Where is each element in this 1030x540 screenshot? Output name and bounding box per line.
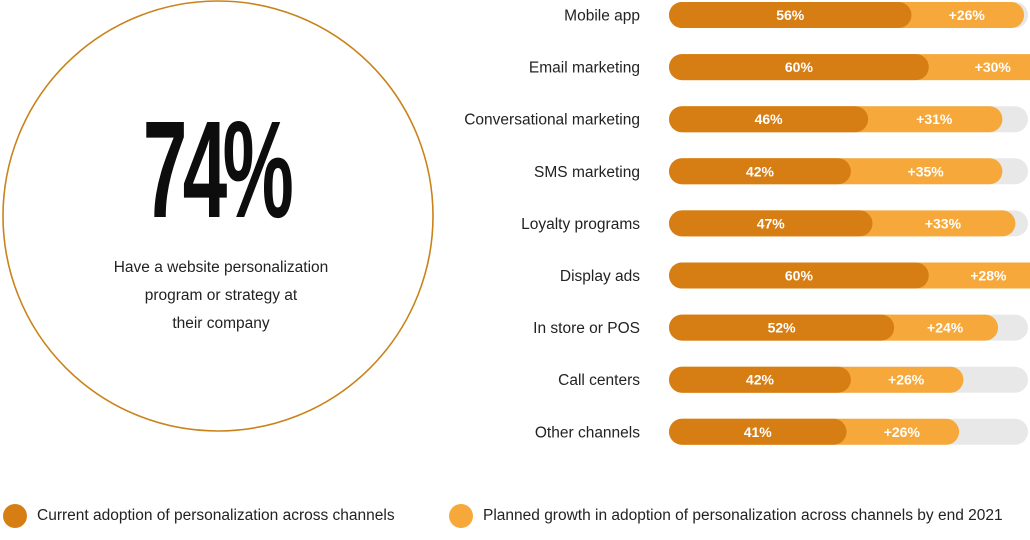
current-value-label: 52%	[768, 320, 797, 336]
channel-bar-chart: Mobile app 56% +26% Email marketing 60% +30% C…	[464, 2, 1030, 445]
planned-value-label: +24%	[927, 320, 964, 336]
bar-current	[669, 418, 847, 445]
category-label: Other channels	[535, 424, 640, 441]
legend-swatch-planned	[449, 504, 473, 528]
planned-value-label: +26%	[949, 7, 986, 23]
bar-current	[669, 158, 851, 185]
planned-value-label: +31%	[916, 111, 953, 127]
summary-caption-line: program or strategy at	[144, 287, 298, 304]
current-value-label: 47%	[757, 215, 786, 231]
bar-current	[669, 210, 873, 237]
category-label: Conversational marketing	[464, 112, 640, 129]
summary-caption-line: Have a website personalization	[113, 259, 329, 276]
current-value-label: 60%	[785, 59, 814, 75]
legend-item-planned: Planned growth in adoption of personaliz…	[449, 504, 1003, 528]
bar-current	[669, 2, 912, 28]
category-label: Email marketing	[529, 60, 640, 77]
category-label: Display ads	[560, 268, 640, 285]
current-value-label: 56%	[776, 7, 805, 23]
current-value-label: 41%	[744, 424, 773, 440]
category-label: Mobile app	[564, 8, 640, 25]
legend-item-current: Current adoption of personalization acro…	[3, 504, 395, 528]
planned-value-label: +33%	[925, 215, 962, 231]
legend-label-planned: Planned growth in adoption of personaliz…	[483, 507, 1003, 524]
current-value-label: 46%	[755, 111, 784, 127]
planned-value-label: +26%	[884, 424, 921, 440]
summary-ring-circle	[2, 0, 434, 432]
legend-label-current: Current adoption of personalization acro…	[37, 507, 395, 524]
current-value-label: 42%	[746, 372, 775, 388]
current-value-label: 60%	[785, 268, 814, 284]
planned-value-label: +26%	[888, 372, 925, 388]
bar-current	[669, 262, 929, 289]
current-value-label: 42%	[746, 163, 775, 179]
legend-swatch-current	[3, 504, 27, 528]
planned-value-label: +28%	[970, 268, 1007, 284]
category-label: In store or POS	[533, 320, 640, 337]
planned-value-label: +35%	[908, 163, 945, 179]
bar-current	[669, 314, 895, 341]
bar-current	[669, 366, 851, 393]
summary-caption: Have a website personalization program o…	[90, 254, 352, 338]
summary-ring	[2, 0, 434, 432]
summary-value: 74%	[142, 93, 294, 247]
category-label: Call centers	[558, 372, 640, 389]
summary-caption-line: their company	[172, 315, 270, 332]
planned-value-label: +30%	[975, 59, 1012, 75]
category-label: SMS marketing	[534, 164, 640, 181]
bar-current	[669, 54, 929, 81]
category-label: Loyalty programs	[521, 216, 640, 233]
bar-current	[669, 106, 869, 133]
